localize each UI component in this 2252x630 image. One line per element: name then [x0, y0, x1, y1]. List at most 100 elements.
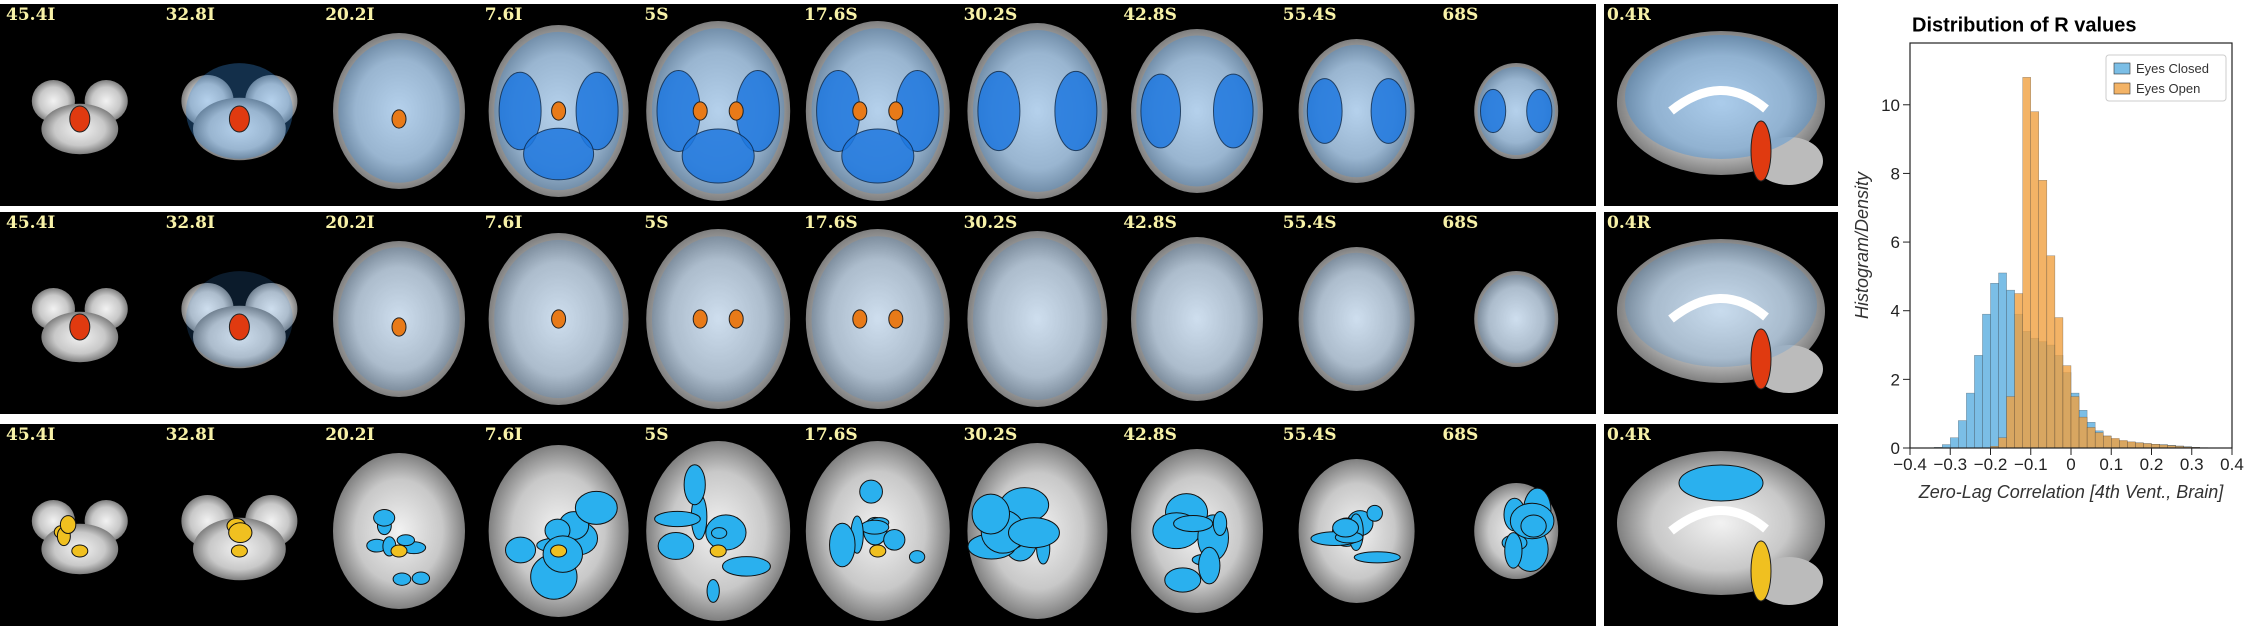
cluster — [728, 309, 744, 329]
cluster — [681, 128, 755, 184]
legend-label: Eyes Closed — [2136, 61, 2209, 76]
cluster — [228, 522, 253, 543]
slice-label: 30.2S — [964, 425, 1018, 445]
overlay — [1136, 35, 1258, 187]
slice-label: 32.8I — [166, 425, 215, 445]
cluster — [575, 71, 619, 151]
cluster — [551, 309, 567, 329]
brain-sagittal — [1617, 451, 1825, 595]
brain-slice — [333, 453, 465, 609]
cluster — [706, 578, 720, 603]
cluster — [1366, 504, 1383, 522]
cluster — [852, 309, 868, 329]
bar — [2046, 255, 2056, 449]
cluster — [550, 544, 568, 558]
y-tick-label: 10 — [1881, 96, 1900, 115]
cluster — [1504, 532, 1523, 569]
cluster — [852, 101, 868, 121]
cluster — [59, 515, 77, 534]
slice-label: 20.2I — [325, 425, 374, 445]
cluster — [505, 536, 537, 564]
brain-slice — [805, 229, 950, 409]
slice-label: 68S — [1442, 5, 1478, 25]
bar — [2070, 396, 2080, 449]
bar — [2127, 441, 2136, 449]
bar — [1974, 355, 1983, 449]
cluster — [1370, 78, 1407, 144]
slice-label: 42.8S — [1123, 5, 1177, 25]
cluster — [1212, 510, 1228, 536]
x-tick-label: 0 — [2066, 455, 2075, 474]
cluster — [977, 70, 1021, 152]
bar — [2086, 427, 2096, 449]
y-tick-label: 0 — [1891, 439, 1900, 458]
cluster — [1750, 328, 1772, 390]
overlay — [1477, 66, 1555, 156]
legend-swatch — [2113, 82, 2131, 95]
legend-box — [2105, 54, 2227, 102]
slice-label: 45.4I — [6, 213, 55, 233]
bar — [1958, 420, 1967, 449]
slice-label: 45.4I — [6, 5, 55, 25]
cluster — [657, 532, 695, 560]
cluster — [69, 313, 91, 341]
x-tick-label: 0.3 — [2180, 455, 2204, 474]
slice-label: 17.6S — [804, 5, 858, 25]
overlay — [811, 236, 945, 402]
y-tick-label: 4 — [1891, 302, 1900, 321]
cluster — [1750, 120, 1772, 182]
cluster — [230, 544, 248, 558]
y-axis-label: Histogram/Density — [1852, 171, 1872, 319]
x-tick-label: −0.3 — [1933, 455, 1967, 474]
slice-label: 55.4S — [1283, 425, 1337, 445]
y-tick-label: 8 — [1891, 164, 1900, 183]
bar — [1966, 392, 1975, 449]
x-tick-label: 0.1 — [2099, 455, 2123, 474]
cerebellum — [1755, 345, 1823, 393]
bar — [2119, 440, 2128, 449]
cluster — [391, 109, 407, 129]
bar — [2111, 438, 2120, 449]
x-tick-label: −0.1 — [2014, 455, 2048, 474]
y-tick-label: 2 — [1891, 370, 1900, 389]
x-axis-label: Zero-Lag Correlation [4th Vent., Brain] — [1918, 482, 2224, 502]
cluster — [683, 464, 706, 506]
slice-label: 20.2I — [325, 5, 374, 25]
cluster — [1054, 70, 1098, 152]
cluster — [396, 534, 415, 547]
slice-label: 5S — [644, 425, 668, 445]
overlay — [1625, 243, 1817, 367]
slice-label: 42.8S — [1123, 425, 1177, 445]
bar — [2038, 180, 2048, 449]
bar — [1990, 283, 1999, 449]
cluster — [1480, 88, 1507, 134]
brain-slice — [967, 231, 1108, 407]
cluster — [1678, 464, 1764, 502]
brain-slice — [1474, 271, 1559, 367]
cluster — [654, 510, 701, 528]
slice-label: 32.8I — [166, 213, 215, 233]
slice-label: 5S — [644, 213, 668, 233]
cluster — [390, 544, 408, 558]
cluster — [71, 544, 89, 558]
overlay — [973, 238, 1102, 400]
overlay — [973, 30, 1102, 192]
brain-sagittal — [1617, 31, 1825, 175]
cluster — [971, 493, 1011, 535]
bar — [2135, 442, 2144, 449]
slice-label: 30.2S — [964, 5, 1018, 25]
cluster — [1198, 546, 1221, 585]
cluster — [1332, 518, 1359, 538]
y-tick-label: 6 — [1891, 233, 1900, 252]
cluster — [709, 544, 727, 558]
chart-title: Distribution of R values — [1912, 14, 2136, 36]
cluster — [888, 309, 904, 329]
brain-slice — [1298, 247, 1415, 391]
cluster — [888, 101, 904, 121]
cluster — [551, 101, 567, 121]
cluster — [1353, 551, 1401, 564]
slice-label: 7.6I — [485, 5, 523, 25]
slice-label: 68S — [1442, 425, 1478, 445]
